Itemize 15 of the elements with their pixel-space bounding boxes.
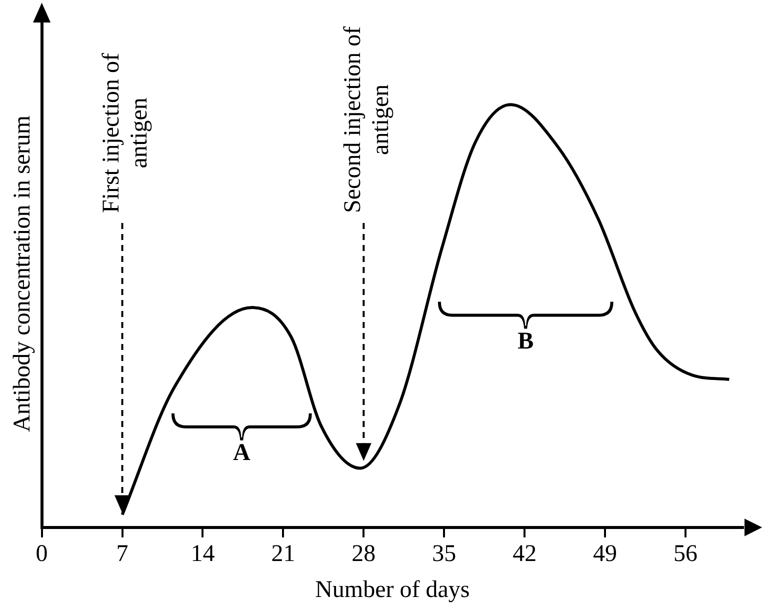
x-tick-label: 21 xyxy=(271,541,296,568)
y-axis-title: Antibody concentration in serum xyxy=(10,115,36,432)
annotation: A xyxy=(232,440,251,466)
x-tick-label: 42 xyxy=(512,541,537,568)
x-axis-title: Number of days xyxy=(315,576,470,603)
annotation: B xyxy=(518,328,534,354)
x-tick-label: 28 xyxy=(352,541,376,568)
x-tick-label: 56 xyxy=(674,541,698,568)
x-tick-label: 49 xyxy=(593,541,618,568)
x-tick-label: 14 xyxy=(190,541,215,568)
x-tick-label: 35 xyxy=(432,541,456,568)
ref-line-label: Second injection of antigen xyxy=(340,26,394,213)
ref-line-label: First injection of antigen xyxy=(98,52,153,213)
x-tick-label: 0 xyxy=(36,541,48,568)
x-tick-label: 7 xyxy=(116,541,128,568)
